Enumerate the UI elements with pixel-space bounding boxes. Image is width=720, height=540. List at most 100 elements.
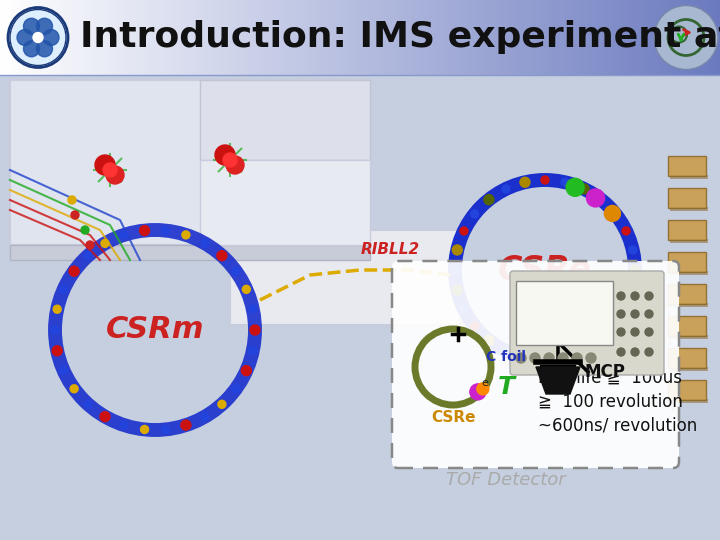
Circle shape (460, 227, 468, 235)
Bar (670, 175, 708, 179)
Circle shape (471, 322, 479, 330)
Circle shape (84, 400, 92, 408)
Bar (670, 207, 708, 211)
Circle shape (587, 189, 605, 207)
Circle shape (60, 367, 68, 375)
Circle shape (617, 310, 625, 318)
Circle shape (645, 310, 653, 318)
Circle shape (250, 325, 260, 335)
Text: Half-life ≧  100us: Half-life ≧ 100us (538, 369, 682, 387)
Circle shape (24, 40, 40, 57)
Circle shape (43, 30, 59, 45)
Circle shape (106, 166, 124, 184)
Circle shape (477, 383, 489, 395)
Text: e: e (482, 378, 489, 388)
Text: TOF Detector: TOF Detector (446, 471, 565, 489)
Circle shape (451, 266, 459, 274)
Circle shape (629, 286, 636, 294)
Circle shape (597, 195, 605, 204)
Circle shape (604, 205, 621, 221)
Circle shape (140, 226, 150, 235)
Bar (668, 316, 706, 336)
Circle shape (561, 354, 569, 362)
Polygon shape (10, 245, 370, 260)
Circle shape (579, 346, 589, 356)
Circle shape (52, 346, 62, 356)
Circle shape (101, 239, 109, 247)
Bar (668, 156, 706, 176)
Circle shape (10, 10, 66, 65)
Polygon shape (10, 80, 370, 245)
Circle shape (617, 348, 625, 356)
Bar (670, 271, 708, 275)
Circle shape (452, 285, 462, 295)
Circle shape (226, 156, 244, 174)
Circle shape (161, 227, 169, 234)
Circle shape (611, 209, 621, 219)
Circle shape (17, 30, 33, 45)
Bar (668, 188, 706, 208)
Text: Τ: Τ (498, 375, 515, 399)
Polygon shape (200, 160, 370, 245)
Text: CSRe: CSRe (498, 253, 592, 287)
Circle shape (484, 194, 494, 205)
Polygon shape (536, 367, 580, 394)
Circle shape (232, 385, 240, 393)
Text: Introduction: IMS experiment at CSR: Introduction: IMS experiment at CSR (80, 21, 720, 55)
Circle shape (631, 310, 639, 318)
Bar (670, 239, 708, 243)
Circle shape (460, 305, 468, 313)
FancyBboxPatch shape (516, 281, 613, 345)
Circle shape (120, 421, 128, 429)
Circle shape (232, 267, 240, 275)
Bar (668, 348, 706, 368)
Circle shape (243, 285, 251, 293)
Bar (670, 303, 708, 307)
Circle shape (223, 153, 237, 167)
Circle shape (241, 366, 251, 376)
Circle shape (645, 348, 653, 356)
Polygon shape (200, 80, 370, 160)
Circle shape (544, 353, 554, 363)
Circle shape (24, 18, 40, 34)
Circle shape (217, 251, 227, 261)
Circle shape (558, 353, 568, 363)
FancyBboxPatch shape (392, 261, 679, 468)
Circle shape (100, 411, 110, 422)
Circle shape (502, 347, 510, 355)
Circle shape (181, 420, 191, 430)
Circle shape (71, 211, 79, 219)
Circle shape (120, 231, 128, 239)
Circle shape (631, 292, 639, 300)
Circle shape (37, 40, 53, 57)
Circle shape (70, 385, 78, 393)
Circle shape (629, 246, 636, 254)
Circle shape (541, 176, 549, 184)
Circle shape (69, 266, 79, 276)
Circle shape (520, 177, 530, 187)
Circle shape (586, 353, 596, 363)
Circle shape (645, 292, 653, 300)
Circle shape (520, 353, 530, 363)
Circle shape (645, 328, 653, 336)
Circle shape (566, 178, 584, 197)
FancyBboxPatch shape (510, 271, 664, 375)
Circle shape (201, 239, 209, 247)
Circle shape (249, 305, 257, 313)
Circle shape (631, 328, 639, 336)
Text: CSRm: CSRm (106, 315, 204, 345)
Circle shape (611, 321, 621, 331)
Bar (668, 284, 706, 304)
Circle shape (597, 336, 605, 345)
Bar (670, 367, 708, 371)
Circle shape (452, 245, 462, 255)
Circle shape (33, 32, 43, 43)
Circle shape (84, 252, 92, 260)
Circle shape (161, 426, 169, 434)
Circle shape (541, 356, 549, 364)
Circle shape (617, 292, 625, 300)
Circle shape (622, 305, 630, 313)
Circle shape (561, 178, 569, 186)
Circle shape (81, 226, 89, 234)
Bar (670, 335, 708, 339)
